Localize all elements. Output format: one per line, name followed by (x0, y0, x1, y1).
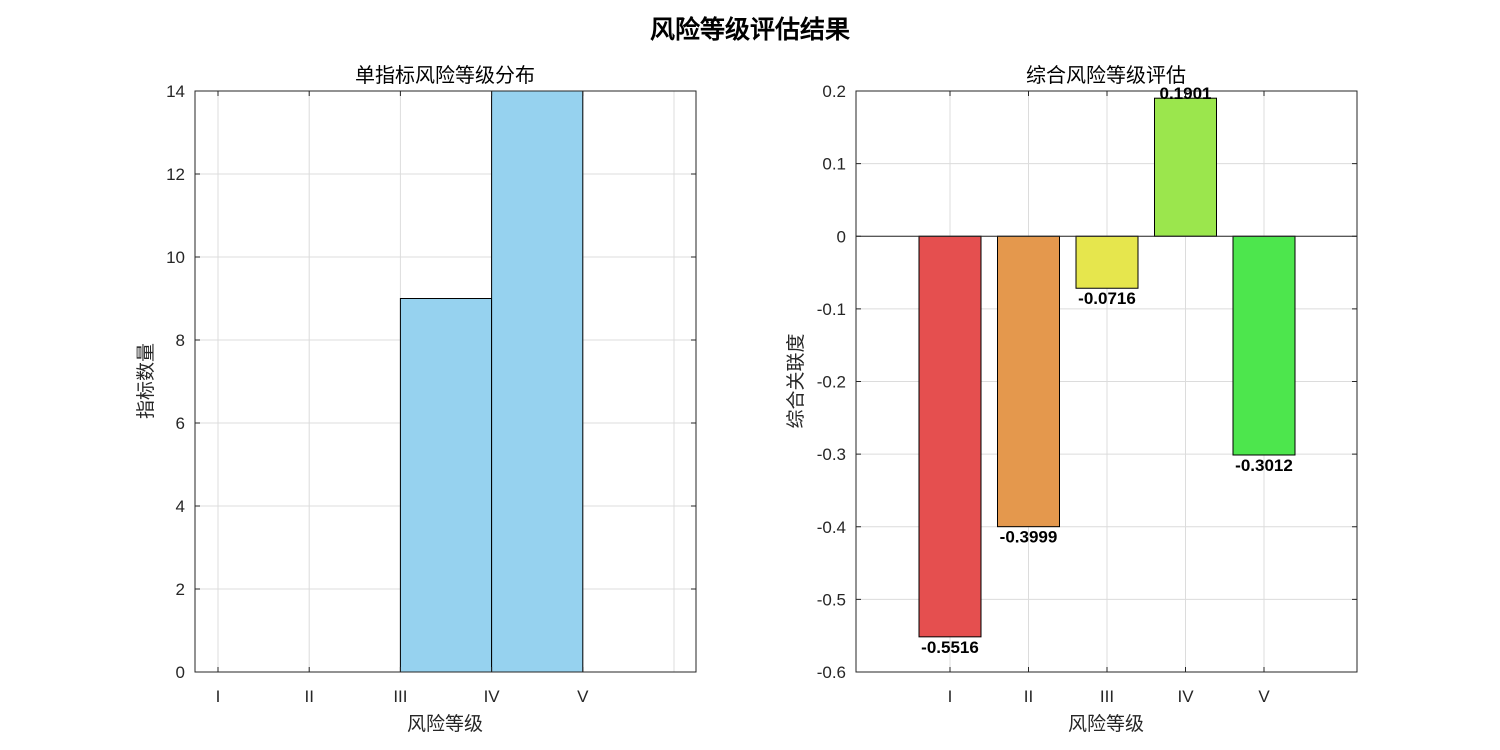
y-tick-label: 2 (176, 580, 185, 599)
x-tick-label: V (577, 687, 589, 706)
comprehensive-chart-x-label: 风险等级 (1068, 713, 1144, 735)
y-tick-label: -0.3 (817, 445, 846, 464)
distribution-chart-bars (399, 90, 584, 673)
y-tick-label: 0.2 (822, 82, 846, 101)
x-tick-label: II (304, 687, 313, 706)
x-tick-label: IV (1177, 687, 1194, 706)
y-tick-label: 14 (166, 82, 185, 101)
y-tick-label: 0 (176, 663, 185, 682)
distribution-chart-frame (194, 90, 697, 673)
x-tick-label: V (1258, 687, 1270, 706)
data-label-V: -0.3012 (1235, 456, 1293, 475)
x-tick-label: I (948, 687, 953, 706)
y-tick-label: -0.5 (817, 590, 846, 609)
comprehensive-chart: 综合风险等级评估 -0.5516-0.3999-0.07160.1901-0.3… (785, 63, 1358, 735)
y-tick-label: 10 (166, 248, 185, 267)
comprehensive-chart-x-ticks: I II III IV V (948, 91, 1270, 706)
y-tick-label: -0.2 (817, 373, 846, 392)
x-tick-label: III (393, 687, 407, 706)
figure-title: 风险等级评估结果 (650, 15, 850, 44)
y-tick-label: 0.1 (822, 155, 846, 174)
comprehensive-chart-y-ticks: -0.6 -0.5 -0.4 -0.3 -0.2 -0.1 0 0.1 0.2 (817, 82, 1357, 682)
distribution-chart-y-label: 指标数量 (135, 343, 157, 419)
data-label-III: -0.0716 (1078, 289, 1136, 308)
x-tick-label: I (216, 687, 221, 706)
distribution-chart-title: 单指标风险等级分布 (355, 63, 535, 87)
y-tick-label: 4 (176, 497, 185, 516)
distribution-chart-y-ticks: 0 2 4 6 8 10 12 14 (166, 82, 696, 682)
comprehensive-chart-y-label: 综合关联度 (785, 333, 807, 428)
y-tick-label: 12 (166, 165, 185, 184)
bar-V (1232, 235, 1296, 456)
bar-I (918, 235, 982, 638)
distribution-chart-x-ticks: I II III IV V (216, 91, 589, 706)
comprehensive-chart-title: 综合风险等级评估 (1026, 63, 1186, 87)
bar-IV (1154, 97, 1217, 237)
x-tick-label: III (1100, 687, 1114, 706)
distribution-chart-x-label: 风险等级 (407, 713, 483, 735)
y-tick-label: 0 (837, 227, 846, 246)
y-tick-label: 6 (176, 414, 185, 433)
x-tick-label: II (1024, 687, 1033, 706)
bar-II (997, 235, 1060, 528)
bar-III (1075, 235, 1139, 289)
data-label-II: -0.3999 (1000, 528, 1058, 547)
y-tick-label: -0.4 (817, 518, 846, 537)
bar-IV (491, 90, 584, 673)
x-tick-label: IV (484, 687, 501, 706)
y-tick-label: 8 (176, 331, 185, 350)
y-tick-label: -0.1 (817, 300, 846, 319)
bar-III (399, 298, 493, 673)
data-label-I: -0.5516 (921, 638, 979, 657)
y-tick-label: -0.6 (817, 663, 846, 682)
